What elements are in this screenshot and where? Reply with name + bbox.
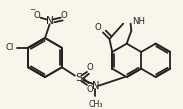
Text: O: O: [60, 11, 67, 20]
Text: Cl: Cl: [6, 43, 14, 52]
Text: −: −: [29, 7, 35, 13]
Text: O: O: [86, 85, 93, 94]
Text: CH₃: CH₃: [88, 100, 103, 109]
Text: N: N: [92, 81, 99, 91]
Text: S: S: [75, 73, 82, 83]
Text: NH: NH: [132, 17, 145, 26]
Text: O: O: [95, 23, 102, 32]
Text: O: O: [33, 11, 40, 20]
Text: N: N: [46, 16, 54, 26]
Text: O: O: [86, 63, 93, 72]
